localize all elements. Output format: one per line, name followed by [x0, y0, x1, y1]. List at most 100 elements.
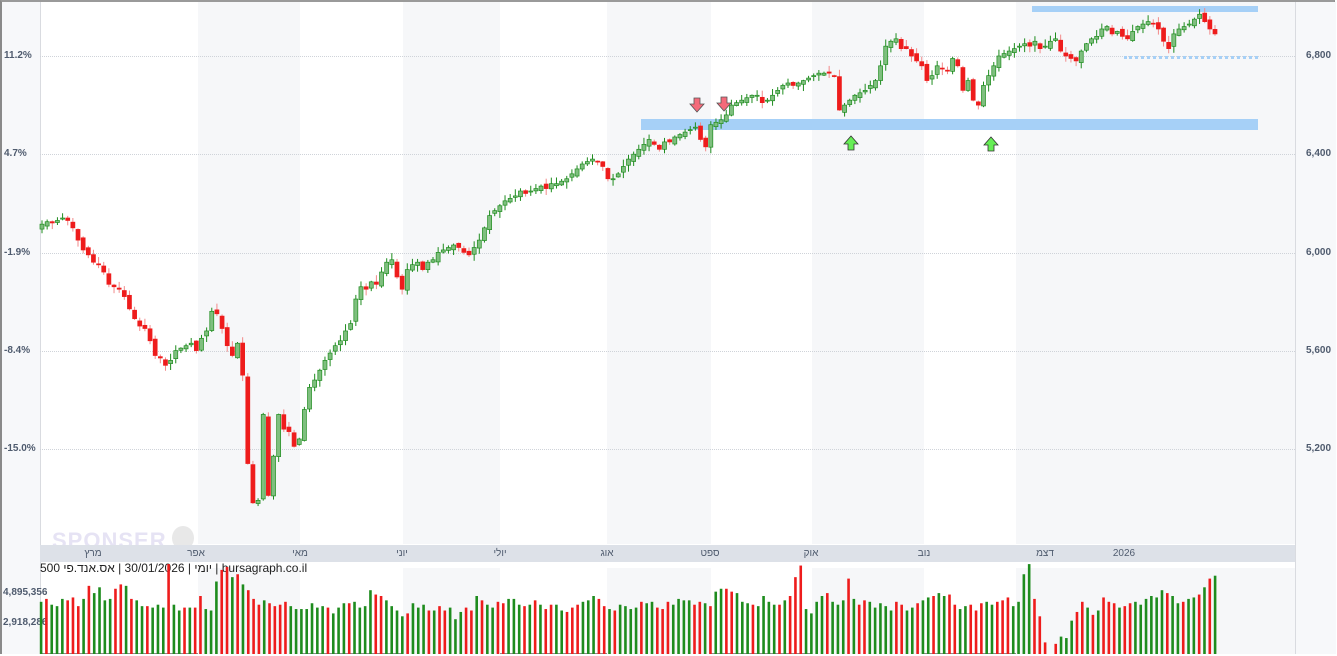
volume-bar — [889, 610, 893, 654]
candle-body — [1032, 40, 1038, 46]
volume-bar — [1096, 610, 1100, 654]
candle-body — [451, 244, 456, 251]
x-tick-label: מרץ — [84, 548, 102, 559]
candle-body — [374, 281, 379, 285]
top-band[interactable] — [1032, 6, 1258, 12]
volume-bar — [911, 607, 914, 654]
volume-bar — [331, 613, 335, 654]
candle-body — [245, 376, 251, 464]
volume-bar — [241, 584, 245, 654]
candle-body — [394, 261, 400, 278]
volume-bar — [698, 601, 702, 654]
volume-bar — [730, 591, 733, 654]
candle-body — [147, 328, 153, 342]
volume-bar — [597, 598, 601, 654]
candle-body — [1161, 27, 1166, 42]
chart-info-line: יומי | 30/01/2026 | אס.אנד.פי 500 | burs… — [40, 561, 308, 575]
candle-body — [559, 180, 564, 186]
volume-bar — [576, 604, 579, 654]
candle-body — [327, 352, 333, 360]
candle-body — [981, 85, 986, 107]
candle-body — [924, 63, 930, 81]
volume-bar — [555, 604, 558, 654]
candle-body — [127, 294, 132, 310]
volume-bar — [395, 610, 399, 654]
candle-body — [1006, 50, 1012, 56]
candle-body — [934, 65, 940, 75]
candle-body — [574, 168, 580, 177]
volume-bar — [55, 606, 59, 654]
candle-body — [80, 237, 86, 251]
candle-body — [1078, 50, 1084, 63]
volume-bar — [1086, 607, 1089, 654]
candle-body — [1027, 42, 1033, 47]
candle-body — [903, 46, 909, 49]
candle-body — [754, 94, 760, 97]
candle-body — [965, 80, 971, 91]
candle-body — [96, 263, 101, 266]
volume-bar — [1118, 607, 1121, 654]
candle-body — [168, 360, 173, 364]
volume-bar — [278, 604, 282, 654]
volume-bar — [66, 600, 69, 654]
gridline — [40, 351, 1295, 352]
candle-body — [353, 298, 359, 322]
candle-body — [909, 49, 914, 57]
candle-body — [955, 59, 961, 67]
candle-body — [1084, 43, 1089, 51]
volume-bar — [204, 609, 208, 654]
x-tick-label: אוק — [803, 548, 819, 559]
candle-body — [1140, 23, 1146, 29]
volume-bar — [937, 593, 941, 654]
volume-bar — [262, 600, 266, 654]
volume-bar — [1043, 642, 1047, 654]
candle-body — [826, 71, 832, 74]
candle-body — [410, 264, 415, 271]
candle-body — [636, 148, 642, 157]
resistance-band[interactable] — [641, 119, 1258, 130]
candle-body — [1068, 54, 1074, 59]
volume-bar — [300, 609, 303, 654]
candle-body — [214, 309, 220, 315]
volume-bar — [422, 604, 425, 654]
volume-bar — [879, 603, 882, 654]
volume-bar — [756, 606, 760, 654]
candle-body — [831, 75, 837, 77]
volume-bar — [236, 574, 239, 654]
volume-bar — [1006, 597, 1010, 654]
volume-bar — [581, 601, 585, 654]
volume-bar — [98, 587, 101, 654]
volume-bar — [592, 596, 595, 654]
candle-body — [579, 163, 585, 170]
volume-bar — [751, 604, 755, 654]
y-right-label: 6,800 — [1306, 50, 1332, 61]
candle-body — [1001, 53, 1007, 58]
candle-body — [939, 67, 945, 70]
candle-body — [1048, 40, 1053, 49]
candle-body — [266, 416, 271, 496]
x-tick-label: אוג — [600, 548, 614, 559]
candle-body — [1176, 28, 1182, 36]
volume-bar — [496, 601, 500, 654]
y-right-label: 6,400 — [1306, 148, 1332, 159]
x-tick-label: 2026 — [1112, 548, 1136, 559]
candle-body — [867, 85, 873, 89]
candle-body — [919, 61, 925, 67]
candle-body — [199, 337, 204, 351]
volume-bar — [852, 598, 856, 654]
volume-bar — [884, 606, 888, 654]
candle-body — [1037, 43, 1043, 49]
volume-bar — [156, 604, 160, 654]
volume-bar — [687, 600, 691, 654]
volume-bar — [188, 607, 192, 654]
candle-body — [425, 261, 431, 271]
candle-body — [1171, 33, 1177, 47]
candle-body — [163, 359, 168, 366]
volume-bar — [353, 601, 356, 654]
candle-body — [404, 269, 410, 291]
candle-body — [816, 72, 822, 76]
support-dotted-line[interactable] — [1124, 56, 1258, 59]
candle-body — [255, 500, 261, 504]
candle-body — [111, 284, 117, 288]
volume-bar — [549, 604, 553, 654]
